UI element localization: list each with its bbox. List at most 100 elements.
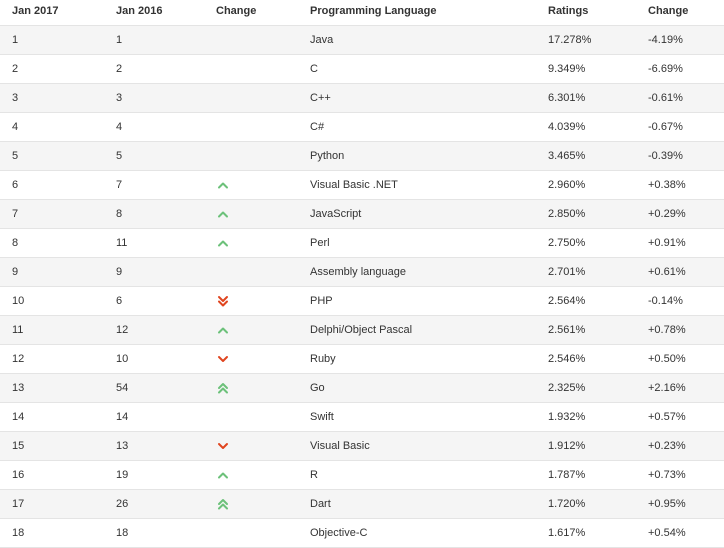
cell-language: Ruby (298, 343, 536, 373)
table-row: 2 2 C 9.349% -6.69% (0, 53, 724, 83)
cell-rating: 2.546% (536, 343, 636, 373)
table-row: 5 5 Python 3.465% -0.39% (0, 140, 724, 170)
cell-trend (208, 227, 298, 257)
cell-change: +2.16% (636, 372, 724, 402)
cell-rank-2016: 1 (104, 24, 208, 54)
cell-language: Perl (298, 227, 536, 257)
cell-language: JavaScript (298, 198, 536, 228)
cell-rating: 1.617% (536, 517, 636, 548)
cell-change: +0.23% (636, 430, 724, 460)
cell-language: Dart (298, 488, 536, 518)
cell-rating: 2.701% (536, 256, 636, 286)
cell-rating: 9.349% (536, 53, 636, 83)
cell-rank-2017: 17 (0, 488, 104, 518)
cell-rank-2016: 13 (104, 430, 208, 460)
cell-rank-2017: 4 (0, 111, 104, 141)
cell-language: Visual Basic (298, 430, 536, 460)
cell-language: Delphi/Object Pascal (298, 314, 536, 344)
cell-rank-2017: 2 (0, 53, 104, 83)
cell-change: +0.91% (636, 227, 724, 257)
cell-rank-2016: 5 (104, 140, 208, 170)
cell-change: -0.61% (636, 82, 724, 112)
header-jan-2016[interactable]: Jan 2016 (116, 5, 163, 17)
cell-trend (208, 82, 298, 112)
header-change[interactable]: Change (216, 5, 257, 17)
cell-trend (208, 285, 298, 315)
cell-trend (208, 256, 298, 286)
cell-trend (208, 198, 298, 228)
cell-trend (208, 53, 298, 83)
cell-language: Visual Basic .NET (298, 169, 536, 199)
cell-change: +0.50% (636, 343, 724, 373)
cell-trend (208, 24, 298, 54)
cell-change: +0.73% (636, 459, 724, 489)
header-programming-language[interactable]: Programming Language (310, 5, 437, 17)
cell-language: Assembly language (298, 256, 536, 286)
double-arrow-up-icon (216, 497, 230, 511)
cell-rating: 1.912% (536, 430, 636, 460)
cell-rank-2016: 19 (104, 459, 208, 489)
table-row: 6 7 Visual Basic .NET 2.960% +0.38% (0, 169, 724, 199)
cell-rating: 1.932% (536, 401, 636, 431)
cell-rating: 2.850% (536, 198, 636, 228)
table-row: 17 26 Dart 1.720% +0.95% (0, 488, 724, 518)
table-row: 7 8 JavaScript 2.850% +0.29% (0, 198, 724, 228)
cell-language: Python (298, 140, 536, 170)
header-change-percent[interactable]: Change (648, 5, 689, 17)
cell-rank-2017: 13 (0, 372, 104, 402)
table-row: 3 3 C++ 6.301% -0.61% (0, 82, 724, 112)
cell-rank-2016: 3 (104, 82, 208, 112)
cell-rank-2017: 3 (0, 82, 104, 112)
cell-change: +0.57% (636, 401, 724, 431)
cell-rank-2017: 8 (0, 227, 104, 257)
cell-rating: 2.564% (536, 285, 636, 315)
cell-change: -4.19% (636, 24, 724, 54)
cell-rank-2016: 26 (104, 488, 208, 518)
cell-trend (208, 314, 298, 344)
cell-rating: 2.561% (536, 314, 636, 344)
cell-rating: 1.720% (536, 488, 636, 518)
table-row: 1 1 Java 17.278% -4.19% (0, 24, 724, 54)
cell-rank-2016: 11 (104, 227, 208, 257)
cell-trend (208, 169, 298, 199)
cell-rank-2016: 9 (104, 256, 208, 286)
cell-trend (208, 488, 298, 518)
cell-rank-2017: 10 (0, 285, 104, 315)
cell-trend (208, 401, 298, 431)
cell-rank-2017: 7 (0, 198, 104, 228)
cell-trend (208, 343, 298, 373)
cell-rank-2017: 11 (0, 314, 104, 344)
cell-trend (208, 111, 298, 141)
cell-rank-2017: 6 (0, 169, 104, 199)
cell-change: -6.69% (636, 53, 724, 83)
cell-rank-2016: 14 (104, 401, 208, 431)
cell-rank-2016: 10 (104, 343, 208, 373)
table-row: 18 18 Objective-C 1.617% +0.54% (0, 517, 724, 548)
cell-trend (208, 372, 298, 402)
cell-rank-2016: 8 (104, 198, 208, 228)
cell-rank-2017: 14 (0, 401, 104, 431)
cell-rank-2017: 18 (0, 517, 104, 548)
header-jan-2017[interactable]: Jan 2017 (12, 5, 59, 17)
arrow-up-icon (216, 207, 230, 221)
arrow-up-icon (216, 178, 230, 192)
table-row: 8 11 Perl 2.750% +0.91% (0, 227, 724, 257)
cell-language: C (298, 53, 536, 83)
cell-change: +0.29% (636, 198, 724, 228)
table-row: 13 54 Go 2.325% +2.16% (0, 372, 724, 402)
arrow-down-icon (216, 352, 230, 366)
cell-language: C# (298, 111, 536, 141)
header-ratings[interactable]: Ratings (548, 5, 589, 17)
cell-change: -0.39% (636, 140, 724, 170)
table-row: 14 14 Swift 1.932% +0.57% (0, 401, 724, 431)
table-body: 1 1 Java 17.278% -4.19% 2 2 C 9.349% -6.69% 3 3 C++ 6… (0, 24, 724, 548)
cell-rating: 3.465% (536, 140, 636, 170)
cell-rating: 1.787% (536, 459, 636, 489)
cell-language: Swift (298, 401, 536, 431)
double-arrow-up-icon (216, 381, 230, 395)
cell-change: +0.61% (636, 256, 724, 286)
cell-change: +0.95% (636, 488, 724, 518)
cell-rating: 2.750% (536, 227, 636, 257)
cell-rank-2016: 6 (104, 285, 208, 315)
